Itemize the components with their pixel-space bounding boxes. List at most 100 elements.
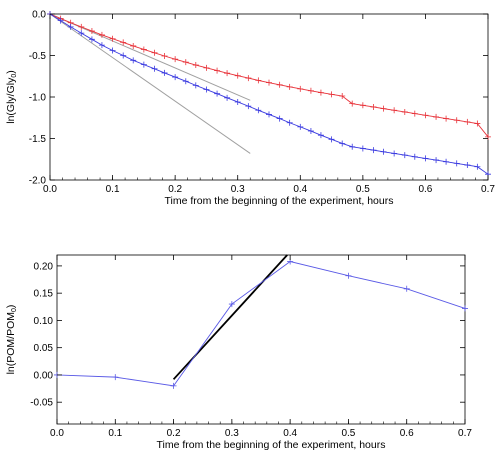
y-tick-label-bottom-5: -0.05	[30, 398, 53, 409]
data-point-top-1-34	[401, 152, 408, 159]
series-top	[47, 11, 491, 178]
reference-lines-bottom	[172, 254, 288, 380]
x-tick-label-bottom-6: 0.6	[400, 428, 414, 439]
x-tick-label-bottom-0: 0.0	[50, 428, 64, 439]
data-point-top-0-21	[266, 79, 272, 86]
data-point-bottom-0-6	[403, 285, 410, 292]
x-tick-label-bottom-2: 0.2	[167, 428, 181, 439]
data-point-top-1-39	[453, 160, 460, 167]
data-point-top-0-24	[297, 85, 304, 92]
data-point-top-1-30	[359, 145, 366, 152]
data-point-top-1-27	[328, 136, 335, 143]
reference-line-top-1	[49, 13, 251, 154]
y-tick-label-top-4: -2.0	[29, 176, 47, 187]
data-point-top-1-13	[182, 78, 189, 85]
data-point-top-0-18	[234, 72, 241, 79]
y-tick-label-top-0: 0.0	[32, 10, 46, 21]
data-point-bottom-0-5	[345, 272, 352, 279]
x-tick-label-top-6: 0.6	[418, 184, 432, 195]
data-point-top-1-28	[339, 140, 346, 147]
data-point-top-0-32	[380, 105, 387, 112]
data-point-top-1-19	[245, 103, 252, 110]
y-tick-label-top-3: -1.5	[29, 134, 47, 145]
x-tick-label-bottom-4: 0.4	[283, 428, 297, 439]
x-axis-label-top: Time from the beginning of the experimen…	[165, 195, 394, 207]
data-point-top-1-29	[349, 143, 356, 150]
y-axis-label-bottom: ln(POM/POM0)	[5, 305, 18, 375]
data-point-top-0-8	[130, 42, 137, 49]
data-point-top-0-9	[140, 46, 147, 53]
y-tick-label-bottom-0: 0.20	[34, 261, 54, 272]
data-point-top-0-27	[328, 91, 335, 98]
data-point-top-1-12	[172, 74, 179, 81]
data-point-top-1-20	[255, 107, 262, 114]
plot-frame-top	[49, 13, 489, 181]
panel-glycine: 0.0 0.1 0.2 0.3 0.4 0.5 0.6 0.7 0.0 -0.5 -1.0 -1.5 -…	[5, 10, 495, 208]
x-tick-label-bottom-3: 0.3	[225, 428, 239, 439]
x-tick-label-top-2: 0.2	[168, 184, 182, 195]
data-point-top-0-28	[339, 93, 346, 100]
data-point-top-1-31	[370, 147, 377, 154]
data-point-top-0-26	[317, 89, 324, 96]
data-point-top-0-33	[391, 107, 398, 114]
data-point-top-0-10	[151, 49, 158, 56]
reference-line-bottom-0	[172, 254, 288, 380]
data-point-top-0-23	[286, 83, 293, 90]
y-axis-label-bottom-sub: 0	[11, 308, 18, 312]
data-point-top-1-22	[276, 115, 283, 122]
series-line-top-0	[49, 13, 489, 138]
data-point-top-1-10	[151, 65, 158, 72]
plot-frame-bottom	[56, 254, 466, 425]
x-tick-label-bottom-5: 0.5	[341, 428, 355, 439]
data-point-top-1-11	[161, 69, 168, 76]
y-tick-label-bottom-4: 0.00	[34, 370, 54, 381]
data-point-top-0-14	[192, 62, 199, 69]
data-point-top-0-22	[276, 81, 283, 88]
reference-lines-top	[49, 13, 251, 154]
y-axis-label-top: ln(Gly/Gly0)	[5, 70, 18, 124]
data-point-top-1-14	[192, 82, 199, 89]
data-point-top-0-34	[401, 108, 408, 115]
data-point-top-1-7	[120, 52, 127, 59]
series-line-bottom-0	[56, 261, 466, 387]
y-axis-label-bottom-end: )	[5, 305, 17, 309]
y-axis-label-top-end: )	[5, 70, 17, 74]
data-point-top-0-37	[433, 113, 440, 120]
data-point-top-1-36	[422, 155, 429, 162]
data-point-top-0-11	[161, 52, 168, 59]
data-point-bottom-0-3	[228, 301, 235, 308]
data-point-top-0-6	[109, 35, 116, 42]
data-point-top-1-15	[203, 86, 210, 93]
data-point-top-0-12	[172, 56, 179, 63]
x-tick-label-top-1: 0.1	[106, 184, 120, 195]
data-point-top-0-19	[245, 75, 252, 82]
x-tick-label-top-4: 0.4	[293, 184, 307, 195]
reference-line-top-0	[49, 13, 251, 101]
x-tick-label-top-5: 0.5	[356, 184, 370, 195]
panel-pom: 0.0 0.1 0.2 0.3 0.4 0.5 0.6 0.7 0.20 0.15 0.10 0.05…	[5, 254, 472, 451]
y-tick-label-top-2: -1.0	[29, 93, 47, 104]
y-tick-label-bottom-1: 0.15	[34, 289, 54, 300]
data-point-top-0-40	[464, 118, 471, 125]
data-point-top-0-29	[349, 100, 356, 107]
x-tick-label-bottom-1: 0.1	[108, 428, 122, 439]
ticks-bottom: 0.0 0.1 0.2 0.3 0.4 0.5 0.6 0.7 0.20 0.15 0.10 0.05…	[30, 255, 472, 439]
data-point-top-0-25	[307, 87, 314, 94]
y-axis-label-top-sub: 0	[11, 74, 18, 78]
data-point-top-1-25	[307, 128, 314, 135]
data-point-top-1-32	[380, 148, 387, 155]
ticks-top: 0.0 0.1 0.2 0.3 0.4 0.5 0.6 0.7 0.0 -0.5 -1.0 -1.5 -…	[29, 10, 496, 196]
data-point-top-1-26	[317, 132, 324, 139]
data-point-top-0-30	[359, 102, 366, 109]
data-point-top-0-20	[255, 77, 262, 84]
data-point-top-0-16	[214, 67, 221, 74]
data-point-top-1-1	[57, 17, 64, 24]
data-point-bottom-0-2	[170, 382, 177, 389]
data-point-top-0-38	[443, 115, 450, 122]
data-point-bottom-0-7	[462, 305, 468, 312]
series-bottom	[54, 258, 468, 389]
data-point-top-1-3	[78, 30, 85, 37]
data-point-top-1-9	[140, 61, 147, 68]
data-point-top-1-40	[464, 162, 471, 169]
